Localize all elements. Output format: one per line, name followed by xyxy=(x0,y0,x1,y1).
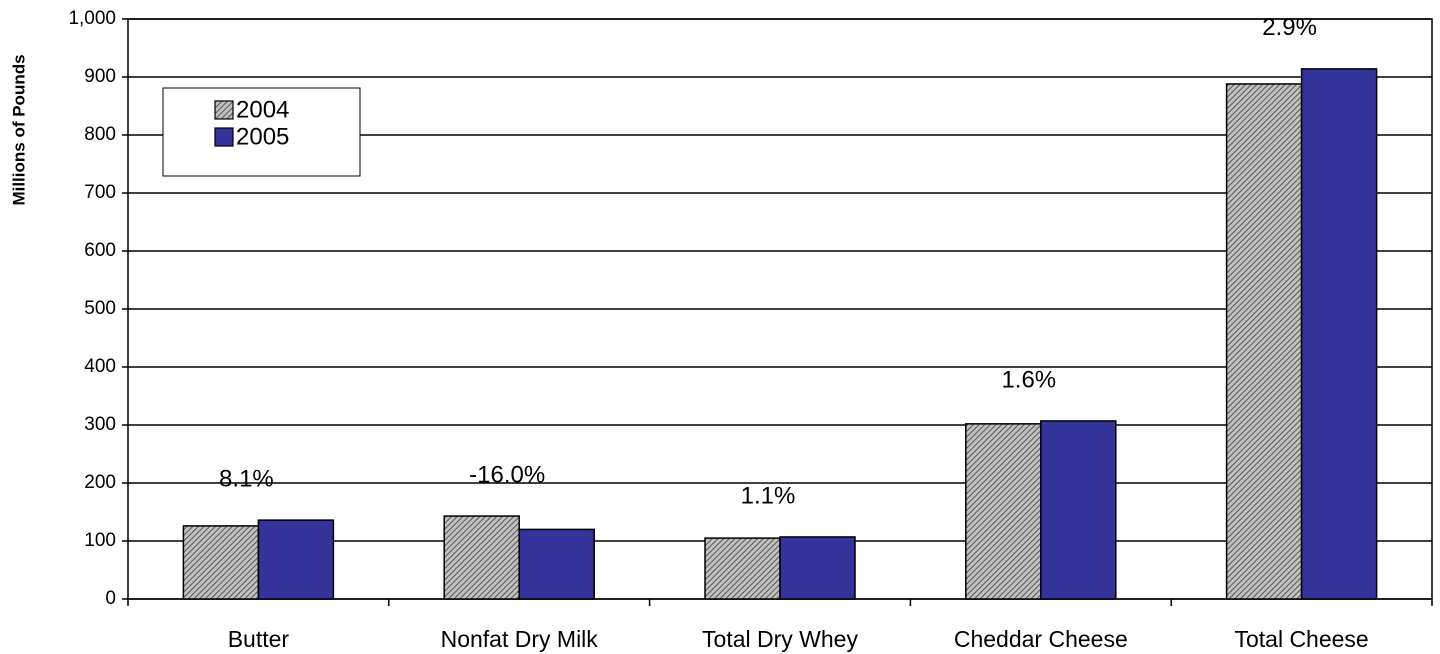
y-tick-label: 500 xyxy=(84,298,116,319)
y-tick-label: 100 xyxy=(84,530,116,551)
bar xyxy=(182,525,260,600)
bar xyxy=(779,536,856,600)
bar xyxy=(704,537,781,600)
annotation: -16.0% xyxy=(469,461,545,488)
y-tick-label: 600 xyxy=(84,240,116,261)
x-tick-label: Total Cheese xyxy=(1234,626,1368,652)
bar xyxy=(443,515,520,600)
legend-label: 2004 xyxy=(236,96,289,123)
annotation: 8.1% xyxy=(219,465,274,492)
y-tick-label: 200 xyxy=(84,472,116,493)
x-tick-label: Total Dry Whey xyxy=(702,626,858,652)
bar xyxy=(1300,68,1378,600)
annotation: 2.9% xyxy=(1262,14,1317,41)
legend-label: 2005 xyxy=(236,123,289,150)
y-tick-label: 1,000 xyxy=(68,8,116,29)
annotation: 1.1% xyxy=(741,482,796,509)
y-tick-label: 0 xyxy=(105,588,116,609)
y-tick-label: 300 xyxy=(84,414,116,435)
y-tick-label: 700 xyxy=(84,182,116,203)
bar xyxy=(257,519,335,600)
x-tick-label: Nonfat Dry Milk xyxy=(441,626,599,652)
legend-swatch xyxy=(214,100,234,120)
legend-swatch xyxy=(214,127,234,147)
bar xyxy=(518,528,595,600)
x-tick-label: Butter xyxy=(228,626,290,652)
y-tick-label: 800 xyxy=(84,124,116,145)
y-tick-label: 900 xyxy=(84,66,116,87)
bar xyxy=(1040,420,1117,600)
legend-box xyxy=(162,87,361,177)
bar xyxy=(1225,83,1303,600)
annotation: 1.6% xyxy=(1001,366,1056,393)
bar xyxy=(965,423,1042,600)
y-axis-label: Millions of Pounds xyxy=(9,54,28,205)
x-tick-label: Cheddar Cheese xyxy=(954,626,1128,652)
y-tick-label: 400 xyxy=(84,356,116,377)
